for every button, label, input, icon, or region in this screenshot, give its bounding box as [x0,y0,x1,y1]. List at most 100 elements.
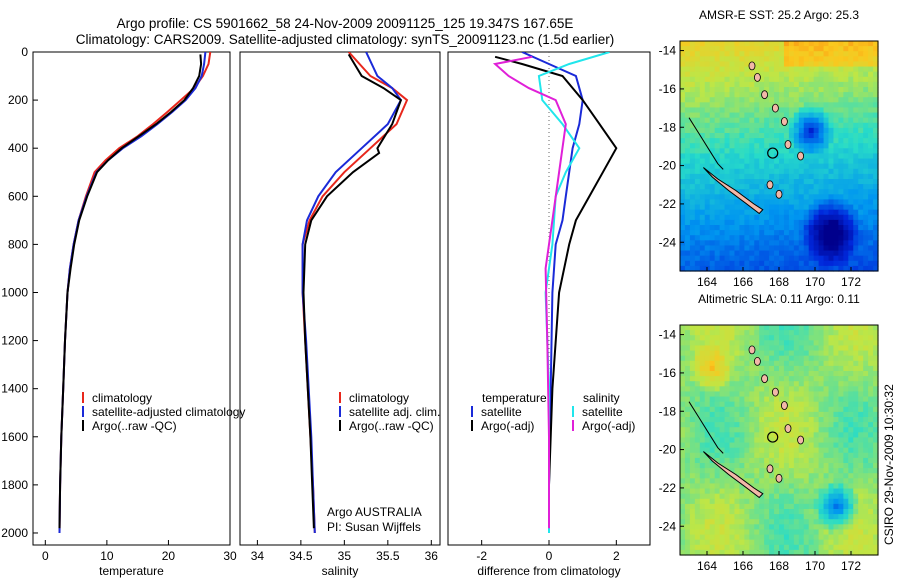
sla-map-cell [729,463,736,469]
sla-map-cell [774,442,780,449]
sla-map-cell [764,478,770,485]
sla-map-cell [759,401,765,408]
sla-map-cell [808,345,815,352]
sst-map-cell [843,76,849,83]
sla-map-cell [689,544,696,551]
sla-map-cell [853,427,859,433]
sst-map-cell [699,168,706,175]
sla-map-cell [769,452,775,459]
sst-map-cell [769,209,775,216]
sla-map-cell [873,350,879,357]
sla-map-cell [724,371,731,377]
sla-map-cell [818,468,825,474]
sst-map-cell [793,240,800,247]
sla-map-cell [843,498,849,505]
sla-map-cell [803,360,810,367]
sla-map-cell [689,503,696,510]
sla-map-cell [704,427,711,433]
sla-map-cell [739,432,745,439]
sla-map-cell [689,381,696,387]
sst-map-cell [734,41,740,47]
sst-map-cell [734,112,740,119]
sst-map-cell [729,127,736,134]
sst-map-cell [783,107,790,114]
sla-map-cell [689,406,696,413]
sla-map-cell [838,463,844,469]
sla-map-cell [843,549,849,556]
sla-map-cell [694,524,701,531]
sla-map-cell [684,355,691,362]
sst-map-cell [680,92,686,98]
sla-map-cell [858,529,864,536]
sla-map-cell [694,483,701,490]
sst-map-cell [694,184,701,190]
sla-map-cell [734,391,740,398]
sla-map-cell [704,483,711,490]
sst-map-cell [739,71,745,78]
sla-map-cell [704,437,711,444]
sst-map-cell [808,112,815,119]
sst-map-cell [813,61,820,68]
sst-map-cell [818,163,825,170]
sst-map-cell [774,76,780,83]
sst-map-cell [828,61,835,68]
sla-map-cell [783,371,790,377]
sla-map-cell [719,345,726,352]
sla-map-cell [759,544,765,551]
sla-map-cell [828,360,835,367]
sla-map-cell [788,534,795,541]
sla-map-cell [719,503,726,510]
sst-map-cell [759,204,765,211]
sst-map-cell [774,214,780,221]
sst-map-cell [739,92,745,98]
sla-map-cell [858,325,864,331]
sst-map-cell [783,225,790,231]
sst-map-cell [843,260,849,267]
sst-map-cell [788,51,795,57]
sla-map-cell [783,325,790,331]
sst-map-cell [769,41,775,47]
sla-map-cell [833,340,839,347]
sst-map-cell [680,225,686,231]
sla-map-cell [769,386,775,393]
sst-map-cell [739,133,745,139]
sst-map-cell [843,225,849,231]
sst-map-cell [694,51,701,57]
sst-map-cell [833,143,839,149]
sla-map-cell [764,503,770,510]
sla-map-cell [838,457,844,464]
sst-map-cell [848,250,854,257]
sla-map-cell [798,447,805,454]
sst-map-cell [808,107,815,114]
sla-map-cell [798,345,805,352]
sla-map-cell [719,529,726,536]
sla-map-cell [788,539,795,546]
sla-map-cell [739,335,745,341]
sla-map-cell [873,483,879,490]
sst-map-cell [843,51,849,57]
sst-map-cell [704,158,711,165]
sla-map-cell [739,493,745,500]
sla-map-cell [818,335,825,341]
sst-map-cell [853,112,859,119]
sst-map-cell [828,245,835,252]
sla-map-cell [744,447,750,454]
sst-map-cell [783,235,790,241]
sla-map-cell [793,529,800,536]
sst-map-cell [818,199,825,206]
sst-map-cell [754,133,760,139]
sst-map-cell [744,204,750,211]
sla-map-cell [764,442,770,449]
sst-map-cell [709,81,716,88]
sst-map-cell [838,107,844,114]
sla-map-cell [863,391,869,398]
sla-map-cell [769,442,775,449]
sla-map-cell [714,529,721,536]
sst-map-cell [853,46,859,52]
sst-map-cell [769,250,775,257]
sla-map-cell [689,411,696,418]
sst-map-cell [699,87,706,93]
sst-map-cell [684,184,691,190]
sla-map-cell [833,371,839,377]
sla-map-cell [724,498,731,505]
